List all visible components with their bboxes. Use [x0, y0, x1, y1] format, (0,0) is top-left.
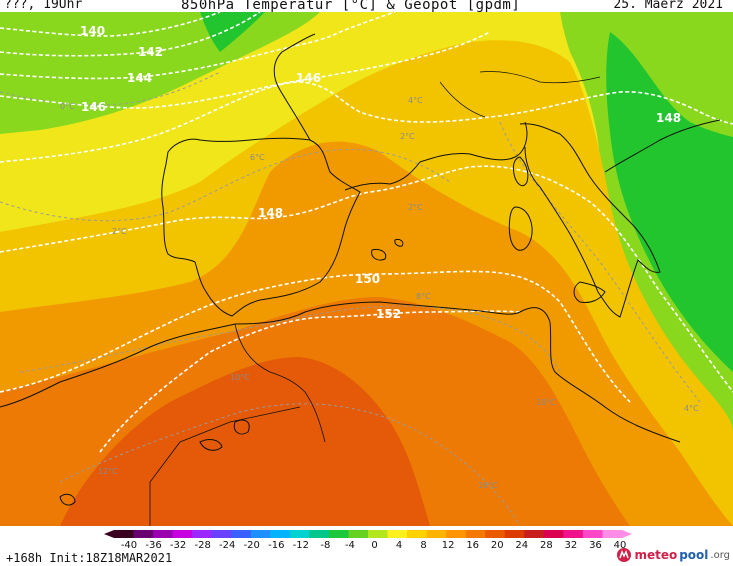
scale-tick-label: -36 [145, 540, 162, 551]
scale-tick-label: -40 [120, 540, 138, 551]
isotherm-label: 10°C [536, 398, 556, 407]
geopot-label-148-east: 148 [656, 111, 681, 125]
isotherm-label: 4°C [408, 96, 423, 105]
isotherm-label: 2°C [408, 203, 423, 212]
scale-color-swatch [582, 530, 603, 538]
geopot-label-152: 152 [376, 307, 401, 321]
scale-color-swatch [426, 530, 447, 538]
scale-tick-label: 16 [466, 540, 480, 551]
isotherm-label: 8°C [416, 292, 431, 301]
geopot-label-146-center: 146 [296, 71, 321, 85]
geopot-label-148-iberia: 148 [258, 206, 283, 220]
scale-color-swatch [328, 530, 349, 538]
scale-tick-label: 12 [441, 540, 455, 551]
scale-color-swatch [485, 530, 506, 538]
isotherm-label: 0°C [60, 102, 75, 111]
temp-band-darkgreen-east [606, 32, 733, 372]
coastlines [0, 33, 721, 526]
geopotential-labels: 140 142 144 146 146 148 148 150 152 [80, 24, 681, 321]
isotherm-label: 6°C [250, 153, 265, 162]
isotherm-label: 2°C [400, 132, 415, 141]
scale-color-swatch [446, 530, 467, 538]
brand-text-meteo: meteo [634, 548, 678, 562]
scale-tick-label: 8 [420, 540, 427, 551]
scale-color-swatch [231, 530, 252, 538]
scale-color-swatch [309, 530, 330, 538]
scale-color-swatch [465, 530, 486, 538]
isotherm-labels: 0°C 2°C 6°C 4°C 2°C 2°C 8°C 10°C 12°C 10… [60, 96, 699, 490]
scale-tick-label: 28 [539, 540, 553, 551]
scale-tick-label: -12 [292, 540, 310, 551]
scale-arrow-left [104, 530, 114, 538]
scale-color-swatch [407, 530, 428, 538]
scale-color-swatch [153, 530, 174, 538]
scale-color-swatch [114, 530, 135, 538]
scale-tick-label: 4 [395, 540, 403, 551]
geopot-label-150: 150 [355, 272, 380, 286]
scale-color-swatch [602, 530, 623, 538]
temp-band-darkgreen-nw [200, 12, 265, 52]
temperature-color-scale [104, 530, 632, 538]
scale-tick-label: -16 [268, 540, 285, 551]
scale-color-swatch [133, 530, 154, 538]
geopot-label-144: 144 [127, 71, 152, 85]
scale-tick-label: 24 [515, 540, 529, 551]
geopot-label-140: 140 [80, 24, 105, 38]
valid-time-label: ???, 19Uhr [4, 0, 83, 12]
scale-tick-label: -8 [320, 540, 331, 551]
isotherm-label: 10°C [230, 373, 250, 382]
geopot-label-146-west: 146 [81, 100, 106, 114]
scale-color-swatch [524, 530, 545, 538]
scale-tick-label: -20 [243, 540, 260, 551]
footer-area: -40 -36 -32 -28 -24 -20 -16 -12 -8 -4 0 4 8 12 16 20 24 2… [0, 526, 733, 566]
scale-color-swatch [504, 530, 525, 538]
scale-color-swatch [368, 530, 389, 538]
brand-text-org: .org [710, 549, 730, 561]
meteopool-icon [617, 548, 632, 562]
isotherm-label: 16°C [478, 481, 498, 490]
scale-color-swatch [172, 530, 193, 538]
isotherm-label: 12°C [98, 467, 118, 476]
scale-color-swatch [289, 530, 310, 538]
scale-color-swatch [543, 530, 564, 538]
geopot-label-142: 142 [138, 45, 163, 59]
scale-color-swatch [192, 530, 213, 538]
scale-tick-label: -28 [194, 540, 211, 551]
valid-date-label: 25. Maerz 2021 [613, 0, 723, 12]
scale-tick-label: 20 [490, 540, 504, 551]
geopotential-lines [0, 12, 733, 453]
scale-tick-label: 40 [613, 540, 627, 551]
scale-color-swatch [211, 530, 232, 538]
scale-tick-label: 0 [371, 540, 378, 551]
meteopool-logo[interactable]: meteo pool .org [616, 547, 730, 563]
scale-color-swatch [348, 530, 369, 538]
scale-color-swatch [250, 530, 271, 538]
scale-tick-label: -32 [169, 540, 187, 551]
map-title: 850hPa Temperatur [°C] & Geopot [gpdm] [181, 0, 521, 13]
scale-color-swatch [270, 530, 291, 538]
init-time-label: +168h Init:18Z18MAR2021 [6, 551, 173, 565]
scale-color-swatch [387, 530, 408, 538]
isotherm-label: 4°C [684, 404, 699, 413]
scale-tick-label: -24 [219, 540, 236, 551]
scale-tick-label: 36 [589, 540, 602, 551]
temp-band-green-nw [0, 12, 320, 134]
scale-tick-label: 32 [564, 540, 578, 551]
isotherm-label: 2°C [112, 227, 127, 236]
scale-arrow-right [622, 530, 632, 538]
scale-tick-label: -4 [344, 540, 355, 551]
scale-color-swatch [563, 530, 584, 538]
brand-text-pool: pool [679, 548, 709, 562]
temp-band-redorange [60, 357, 430, 526]
isotherm-lines [0, 71, 701, 526]
temperature-map: 140 142 144 146 146 148 148 150 152 0°C … [0, 12, 733, 526]
